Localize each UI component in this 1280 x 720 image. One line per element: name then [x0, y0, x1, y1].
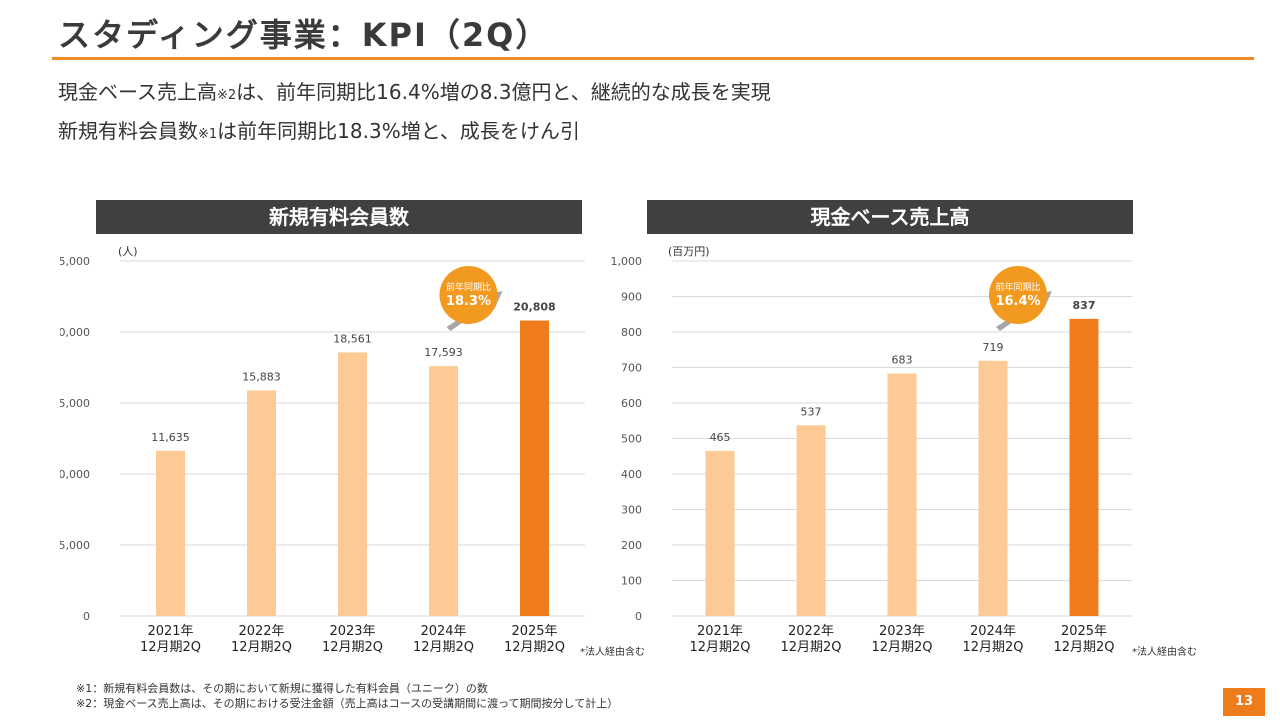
y-tick-label: 0 — [635, 610, 642, 623]
unit-label: (百万円) — [668, 245, 710, 258]
x-tick-label-year: 2025年 — [1061, 624, 1107, 639]
lead-1-text-b: は、前年同期比16.4%増の8.3億円と、継続的な成長を実現 — [236, 80, 771, 104]
y-tick-label: 300 — [621, 504, 642, 517]
x-tick-label-year: 2021年 — [147, 624, 193, 639]
growth-badge-value: 16.4% — [995, 294, 1040, 309]
y-tick-label: 800 — [621, 326, 642, 339]
x-tick-label-period: 12月期2Q — [962, 640, 1023, 655]
y-tick-label: 700 — [621, 362, 642, 375]
chart-note: *法人経由含む — [1132, 645, 1197, 658]
bar — [887, 373, 917, 616]
footnote-1: ※1：新規有料会員数は、その期において新規に獲得した有料会員（ユニーク）の数 — [76, 682, 488, 695]
y-tick-label: 600 — [621, 397, 642, 410]
y-tick-label: 500 — [621, 433, 642, 446]
data-label: 15,883 — [242, 370, 281, 383]
x-tick-label-year: 2024年 — [970, 624, 1016, 639]
bar — [156, 450, 185, 616]
x-tick-label-period: 12月期2Q — [689, 640, 750, 655]
x-tick-label-period: 12月期2Q — [871, 640, 932, 655]
footnote-2: ※2：現金ベース売上高は、その期における受注金額（売上高はコースの受講期間に渡っ… — [76, 697, 619, 710]
x-tick-label-year: 2023年 — [329, 624, 375, 639]
x-tick-label-period: 12月期2Q — [413, 640, 474, 655]
growth-badge-label: 前年同期比 — [446, 281, 491, 293]
data-label: 11,635 — [151, 431, 190, 444]
y-tick-label: 400 — [621, 468, 642, 481]
revenue-bar-chart: 0 100 200 300 400 500 600 700 800 900 1,000 (百万円) 46… — [611, 245, 1198, 658]
y-tick-label: 1,000 — [611, 255, 643, 268]
data-label: 20,808 — [513, 301, 555, 314]
members-bar-chart: 0 5,000 10,000 15,000 20,000 25,000 (人) 11,635 2… — [60, 245, 645, 658]
y-tick-label: 25,000 — [60, 255, 90, 268]
members-chart-title: 新規有料会員数 — [96, 200, 582, 234]
x-tick-label-period: 12月期2Q — [140, 640, 201, 655]
data-label: 837 — [1073, 299, 1096, 312]
x-tick-label-year: 2024年 — [420, 624, 466, 639]
data-label: 683 — [892, 354, 913, 367]
y-tick-label: 100 — [621, 575, 642, 588]
bar — [429, 366, 458, 616]
data-label: 537 — [801, 405, 822, 418]
y-tick-label: 5,000 — [60, 539, 90, 552]
x-tick-label-period: 12月期2Q — [1053, 640, 1114, 655]
y-tick-label: 200 — [621, 539, 642, 552]
bar — [520, 320, 549, 616]
unit-label: (人) — [118, 245, 138, 258]
x-tick-label-year: 2022年 — [788, 624, 834, 639]
x-tick-label-period: 12月期2Q — [780, 640, 841, 655]
x-tick-label-period: 12月期2Q — [322, 640, 383, 655]
page-number: 13 — [1223, 688, 1265, 716]
revenue-chart-title: 現金ベース売上高 — [647, 200, 1133, 234]
x-tick-label-year: 2022年 — [238, 624, 284, 639]
data-label: 18,561 — [333, 332, 372, 345]
y-tick-label: 15,000 — [60, 397, 90, 410]
lead-2-note: ※1 — [198, 127, 218, 142]
page-title: スタディング事業：KPI（2Q） — [58, 16, 550, 54]
x-tick-label-period: 12月期2Q — [504, 640, 565, 655]
lead-2-text-a: 新規有料会員数 — [58, 119, 198, 143]
growth-badge-value: 18.3% — [446, 294, 491, 309]
growth-badge — [989, 266, 1047, 324]
y-tick-label: 0 — [83, 610, 90, 623]
data-label: 719 — [983, 341, 1004, 354]
lead-line-1: 現金ベース売上高※2は、前年同期比16.4%増の8.3億円と、継続的な成長を実現 — [58, 76, 771, 105]
x-tick-label-year: 2021年 — [697, 624, 743, 639]
bar — [978, 360, 1008, 616]
lead-1-note: ※2 — [217, 88, 237, 103]
chart-note: *法人経由含む — [580, 645, 645, 658]
y-tick-label: 10,000 — [60, 468, 90, 481]
bar — [338, 352, 367, 616]
bar — [796, 425, 826, 616]
x-tick-label-year: 2025年 — [511, 624, 557, 639]
title-rule — [52, 57, 1254, 60]
bar — [1069, 318, 1099, 616]
y-tick-label: 900 — [621, 291, 642, 304]
y-tick-label: 20,000 — [60, 326, 90, 339]
growth-badge — [439, 266, 498, 324]
bar — [705, 450, 735, 616]
data-label: 465 — [710, 431, 731, 444]
growth-badge-label: 前年同期比 — [995, 281, 1040, 293]
lead-line-2: 新規有料会員数※1は前年同期比18.3%増と、成長をけん引 — [58, 115, 580, 144]
lead-1-text-a: 現金ベース売上高 — [58, 80, 217, 104]
x-tick-label-year: 2023年 — [879, 624, 925, 639]
data-label: 17,593 — [424, 346, 463, 359]
x-tick-label-period: 12月期2Q — [231, 640, 292, 655]
lead-2-text-b: は前年同期比18.3%増と、成長をけん引 — [217, 119, 580, 143]
bar — [247, 390, 276, 616]
